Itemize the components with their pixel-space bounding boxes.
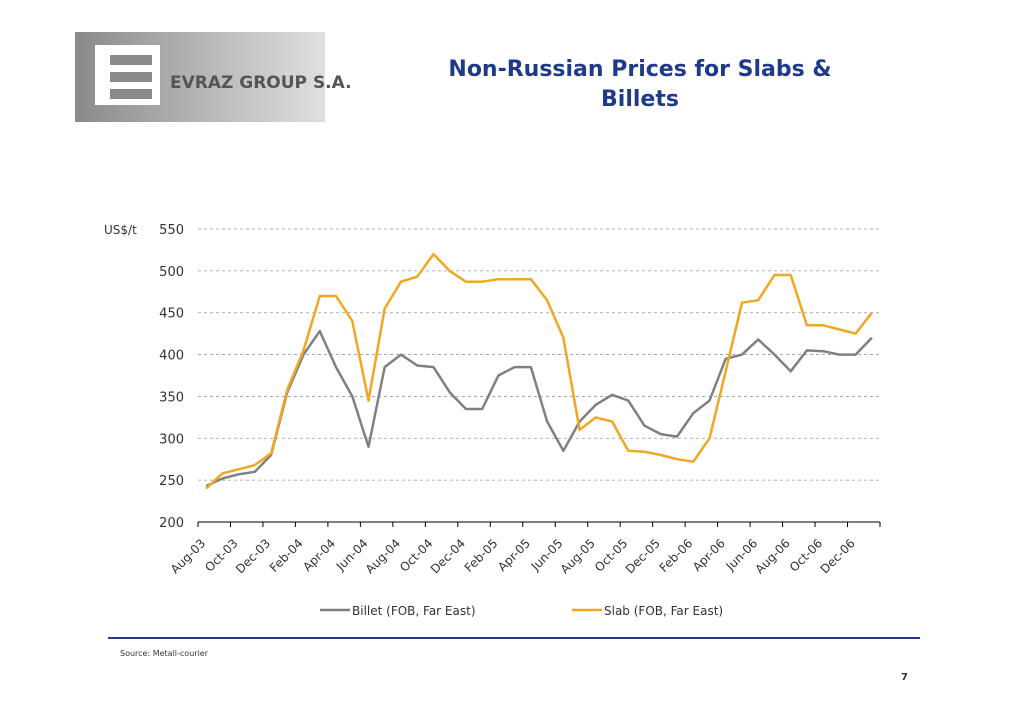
x-tick-label: Feb-06 — [657, 536, 696, 575]
x-tick-label: Aug-05 — [558, 536, 598, 576]
logo-bar — [110, 72, 152, 82]
y-tick-label: 400 — [159, 349, 184, 364]
x-tick-label: Dec-06 — [818, 536, 858, 576]
y-tick-label: 450 — [159, 307, 184, 322]
logo-bar — [110, 89, 152, 99]
x-tick-label: Feb-05 — [462, 536, 501, 575]
y-tick-label: 350 — [159, 390, 184, 405]
y-tick-label: 550 — [159, 223, 184, 238]
x-tick-label: Dec-03 — [233, 536, 273, 576]
x-tick-label: Aug-06 — [752, 536, 792, 576]
y-tick-label: 300 — [159, 432, 184, 447]
series-line — [205, 252, 873, 490]
source-note: Source: Metall-courier — [120, 649, 209, 658]
legend-label: Slab (FOB, Far East) — [604, 604, 723, 618]
y-tick-label: 250 — [159, 474, 184, 489]
legend-label: Billet (FOB, Far East) — [352, 604, 476, 618]
logo-text: EVRAZ GROUP S.A. — [170, 73, 352, 93]
x-tick-label: Dec-04 — [428, 536, 468, 576]
chart-title: Billets — [601, 87, 679, 112]
x-tick-label: Feb-04 — [267, 536, 306, 575]
x-tick-label: Aug-04 — [363, 536, 403, 576]
logo-bar — [110, 55, 152, 65]
x-tick-label: Dec-05 — [623, 536, 663, 576]
y-tick-label: 200 — [159, 516, 184, 531]
chart-title: Non-Russian Prices for Slabs & — [448, 57, 831, 82]
page-number: 7 — [901, 672, 908, 683]
x-tick-label: Apr-04 — [300, 536, 338, 574]
x-tick-label: Apr-06 — [690, 536, 728, 574]
y-tick-label: 500 — [159, 265, 184, 280]
series-line — [205, 329, 873, 488]
y-axis-label: US$/t — [104, 223, 137, 237]
x-tick-label: Apr-05 — [495, 536, 533, 574]
x-tick-label: Aug-03 — [168, 536, 208, 576]
